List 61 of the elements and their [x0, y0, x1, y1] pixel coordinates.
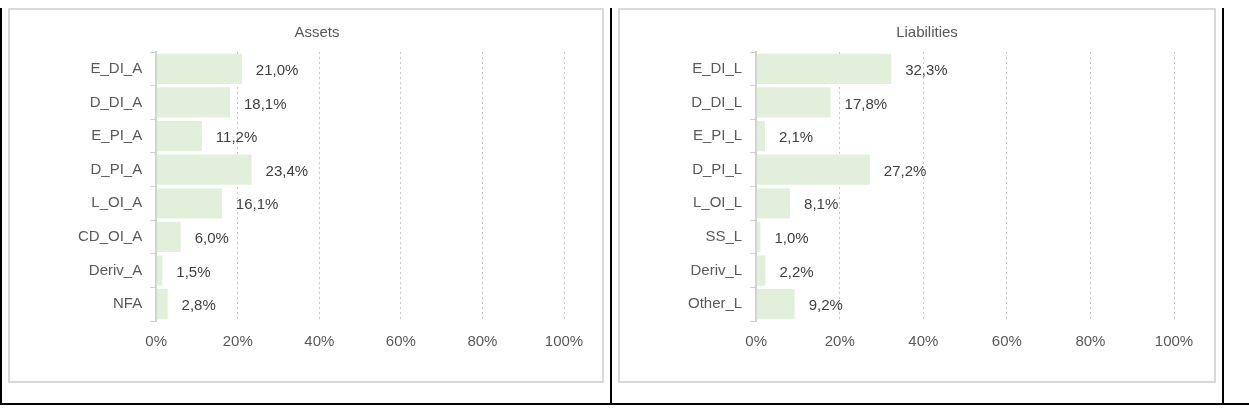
- y-tick-label: E_PI_A: [91, 126, 143, 144]
- data-label: 23,4%: [265, 161, 309, 179]
- x-tick-label: 100%: [1154, 332, 1194, 350]
- x-tick-label: 80%: [1075, 332, 1106, 350]
- bar: [756, 154, 870, 185]
- y-tick-label: Deriv_A: [88, 260, 143, 278]
- x-tick-label: 60%: [991, 332, 1022, 350]
- bar: [156, 188, 222, 219]
- chart-title: Liabilities: [896, 23, 958, 41]
- x-tick-label: 100%: [544, 332, 584, 350]
- y-tick-label: E_PI_L: [692, 126, 743, 144]
- bar: [756, 87, 831, 118]
- y-tick-label: E_DI_A: [90, 58, 143, 76]
- bar: [756, 255, 766, 286]
- y-tick-label: E_DI_L: [692, 58, 743, 76]
- y-tick-label: L_OI_A: [91, 193, 143, 211]
- data-label: 16,1%: [235, 195, 279, 213]
- data-label: 18,1%: [244, 94, 287, 112]
- y-tick-label: Deriv_L: [690, 260, 743, 278]
- x-tick-label: 0%: [145, 332, 168, 350]
- y-tick-label: NFA: [113, 294, 143, 312]
- data-label: 27,2%: [883, 161, 927, 179]
- x-tick-label: 20%: [222, 332, 253, 350]
- y-tick-label: D_PI_A: [90, 159, 143, 177]
- data-label: 8,1%: [804, 195, 839, 213]
- y-tick-label: D_DI_A: [89, 92, 143, 110]
- bar: [156, 53, 242, 84]
- bar: [756, 188, 791, 219]
- bar: [156, 154, 252, 185]
- x-tick-label: 0%: [745, 332, 768, 350]
- bar: [756, 120, 765, 152]
- bar: [756, 53, 892, 84]
- data-label: 32,3%: [905, 60, 948, 78]
- y-tick-label: D_PI_L: [692, 159, 743, 177]
- data-label: 9,2%: [808, 296, 843, 314]
- y-tick-label: SS_L: [705, 227, 743, 245]
- data-label: 21,0%: [255, 60, 299, 78]
- data-label: 6,0%: [194, 229, 229, 247]
- chart-title: Assets: [294, 23, 340, 41]
- x-tick-label: 40%: [304, 332, 335, 350]
- bar: [156, 289, 168, 320]
- y-tick-label: L_OI_L: [692, 193, 743, 211]
- data-label: 2,1%: [778, 128, 814, 146]
- x-tick-label: 80%: [467, 332, 498, 350]
- bar: [156, 87, 230, 118]
- data-label: 11,2%: [215, 128, 258, 146]
- data-label: 1,0%: [774, 229, 809, 247]
- x-tick-label: 60%: [385, 332, 416, 350]
- x-tick-label: 40%: [908, 332, 939, 350]
- y-tick-label: Other_L: [688, 294, 743, 312]
- data-label: 2,8%: [181, 296, 216, 314]
- data-label: 1,5%: [176, 262, 211, 280]
- bar: [156, 221, 181, 253]
- y-tick-label: D_DI_L: [691, 92, 743, 110]
- bar: [756, 289, 795, 320]
- data-label: 2,2%: [779, 262, 814, 280]
- data-label: 17,8%: [844, 94, 888, 112]
- bar: [156, 120, 202, 152]
- x-tick-label: 20%: [824, 332, 855, 350]
- y-tick-label: CD_OI_A: [77, 227, 143, 245]
- bar: [156, 255, 163, 286]
